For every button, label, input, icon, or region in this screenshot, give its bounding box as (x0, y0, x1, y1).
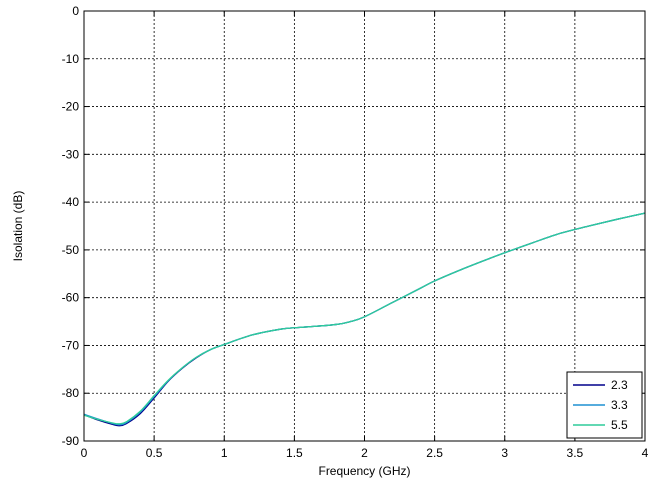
y-tick-label: -80 (62, 386, 80, 400)
y-tick-label: -90 (62, 434, 80, 448)
y-axis-title: Isolation (dB) (11, 191, 25, 262)
y-tick-label: -40 (62, 195, 80, 209)
x-tick-label: 3.5 (567, 446, 584, 460)
series-line-5-5 (83, 212, 646, 425)
legend: 2.3 3.3 5.5 (566, 371, 643, 439)
x-tick-label: 0.5 (146, 446, 163, 460)
x-tick-label: 1.5 (286, 446, 303, 460)
grid-lines (84, 11, 645, 441)
y-tick-label: -70 (62, 338, 80, 352)
y-tick-label: -20 (62, 100, 80, 114)
y-tick-label: -60 (62, 291, 80, 305)
x-tick-label: 2 (361, 446, 368, 460)
legend-label-5-5: 5.5 (611, 418, 628, 432)
legend-label-3-3: 3.3 (611, 398, 628, 412)
plot-background (84, 11, 645, 441)
y-tick-label: -10 (62, 52, 80, 66)
x-tick-label: 2.5 (426, 446, 443, 460)
y-tick-label: -30 (62, 147, 80, 161)
legend-label-2-3: 2.3 (611, 378, 628, 392)
x-tick-label: 0 (81, 446, 88, 460)
series-lines (83, 212, 646, 427)
x-axis-title: Frequency (GHz) (318, 464, 410, 478)
x-tick-label: 4 (642, 446, 649, 460)
y-tick-label: 0 (72, 4, 79, 18)
x-tick-label: 3 (501, 446, 508, 460)
axis-ticks: 0 0.5 1 1.5 2 2.5 3 3.5 4 0 -10 -20 -30 -40 -50 -60 -70 -… (62, 4, 649, 460)
x-tick-label: 1 (221, 446, 228, 460)
y-tick-label: -50 (62, 243, 80, 257)
